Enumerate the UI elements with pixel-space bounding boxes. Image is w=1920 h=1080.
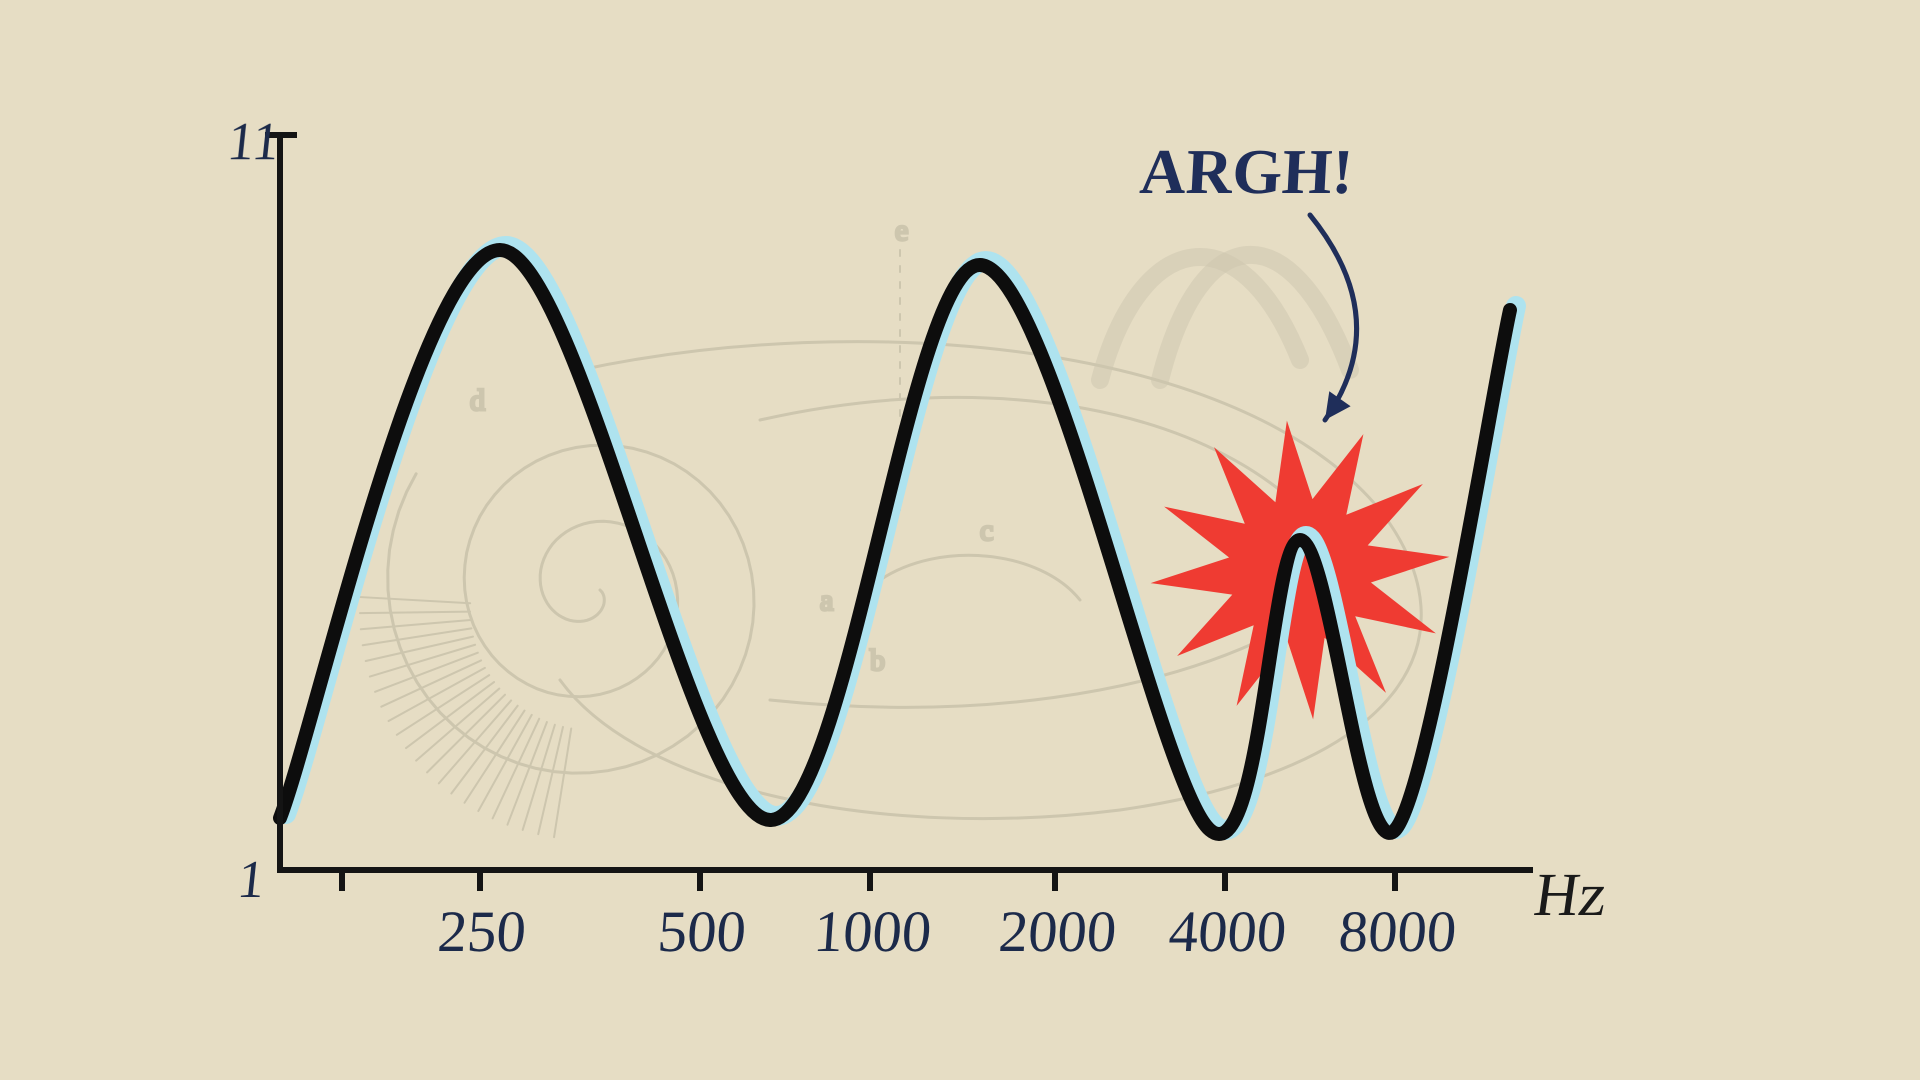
illustration-label-c: c (980, 514, 993, 547)
x-axis-tick-label: 4000 (1167, 898, 1289, 965)
x-axis-tick-label: 250 (436, 898, 529, 965)
x-axis-tick-label: 8000 (1337, 898, 1459, 965)
x-axis-unit-label: Hz (1530, 860, 1611, 931)
x-axis-tick-label: 500 (656, 898, 749, 965)
x-axis-tick-label: 1000 (812, 898, 934, 965)
y-axis-label-top: 11 (225, 110, 283, 172)
illustration-label-e: e (895, 214, 908, 247)
x-axis-tick-label: 2000 (997, 898, 1119, 965)
canvas: abcde1112505001000200040008000HzARGH! (0, 0, 1920, 1080)
annotation-text: ARGH! (1138, 135, 1355, 209)
illustration-label-a: a (820, 584, 833, 617)
illustration-label-b: b (870, 644, 885, 677)
illustration-label-d: d (470, 384, 485, 417)
